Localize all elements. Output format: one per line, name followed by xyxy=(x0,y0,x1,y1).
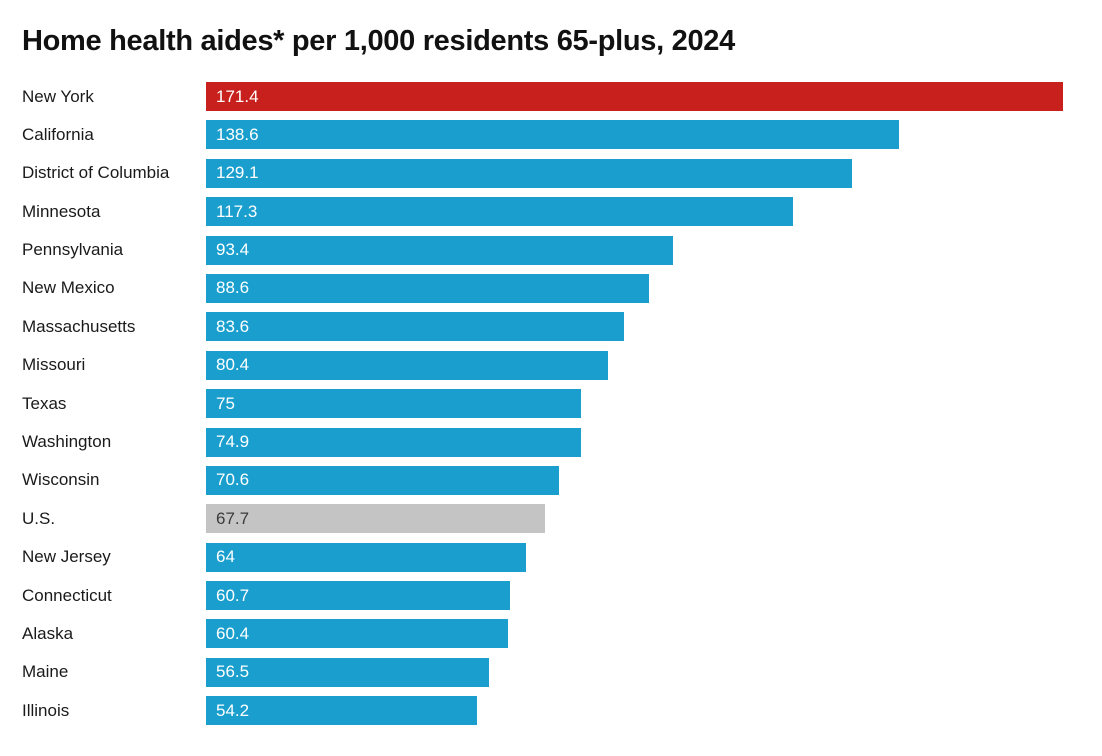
category-label: New Mexico xyxy=(22,278,115,298)
chart-row: Alaska 60.4 xyxy=(0,619,1102,649)
chart-row: Wisconsin 70.6 xyxy=(0,465,1102,495)
value-label: 138.6 xyxy=(216,124,259,144)
bar: 70.6 xyxy=(206,465,559,495)
chart-row: New York 171.4 xyxy=(0,82,1102,111)
chart-row: Connecticut 60.7 xyxy=(0,581,1102,611)
bar-chart: New York 171.4 California 138.6 District… xyxy=(0,82,1102,726)
bar: 93.4 xyxy=(206,235,673,265)
bar: 75 xyxy=(206,389,581,419)
value-label: 80.4 xyxy=(216,355,250,375)
value-label: 88.6 xyxy=(216,278,250,298)
bar: 54.2 xyxy=(206,696,477,726)
chart-row: New Mexico 88.6 xyxy=(0,273,1102,303)
value-label: 64 xyxy=(216,547,235,567)
category-label: District of Columbia xyxy=(22,163,170,183)
category-label: Wisconsin xyxy=(22,470,100,490)
value-label: 83.6 xyxy=(216,316,250,336)
bar: 60.4 xyxy=(206,619,508,649)
category-label: Massachusetts xyxy=(22,316,136,336)
category-label: Connecticut xyxy=(22,585,112,605)
category-label: Alaska xyxy=(22,623,74,643)
chart-row: Illinois 54.2 xyxy=(0,696,1102,726)
chart-row: District of Columbia 129.1 xyxy=(0,158,1102,188)
chart-row: Minnesota 117.3 xyxy=(0,197,1102,227)
category-label: U.S. xyxy=(22,508,56,528)
category-label: Pennsylvania xyxy=(22,240,124,260)
bar: 64 xyxy=(206,542,526,572)
category-label: California xyxy=(22,124,94,144)
bar: 171.4 xyxy=(206,82,1063,111)
chart-row: New Jersey 64 xyxy=(0,542,1102,572)
bar: 56.5 xyxy=(206,657,489,687)
category-label: Minnesota xyxy=(22,201,101,221)
value-label: 54.2 xyxy=(216,700,250,720)
bar: 83.6 xyxy=(206,312,624,342)
value-label: 74.9 xyxy=(216,432,250,452)
chart-row: U.S. 67.7 xyxy=(0,504,1102,534)
value-label: 171.4 xyxy=(216,86,259,106)
bar: 129.1 xyxy=(206,158,852,188)
category-label: New Jersey xyxy=(22,547,111,567)
category-label: Missouri xyxy=(22,355,86,375)
category-label: Washington xyxy=(22,432,112,452)
chart-row: Massachusetts 83.6 xyxy=(0,312,1102,342)
value-label: 129.1 xyxy=(216,163,259,183)
bar: 67.7 xyxy=(206,504,545,534)
value-label: 67.7 xyxy=(216,508,250,528)
bar: 80.4 xyxy=(206,350,608,380)
chart-row: Pennsylvania 93.4 xyxy=(0,235,1102,265)
value-label: 56.5 xyxy=(216,662,250,682)
chart-row: Washington 74.9 xyxy=(0,427,1102,457)
category-label: Maine xyxy=(22,662,69,682)
category-label: Texas xyxy=(22,393,67,413)
value-label: 93.4 xyxy=(216,240,250,260)
bar: 117.3 xyxy=(206,197,793,227)
chart-row: Texas 75 xyxy=(0,389,1102,419)
chart-title: Home health aides* per 1,000 residents 6… xyxy=(22,25,735,57)
chart-row: Maine 56.5 xyxy=(0,657,1102,687)
bar: 60.7 xyxy=(206,581,510,611)
value-label: 60.7 xyxy=(216,585,250,605)
category-label: New York xyxy=(22,86,94,106)
value-label: 60.4 xyxy=(216,623,250,643)
value-label: 75 xyxy=(216,393,235,413)
bar: 138.6 xyxy=(206,120,899,150)
bar: 88.6 xyxy=(206,273,649,303)
chart-row: Missouri 80.4 xyxy=(0,350,1102,380)
category-label: Illinois xyxy=(22,700,70,720)
chart-row: California 138.6 xyxy=(0,120,1102,150)
value-label: 117.3 xyxy=(216,201,258,221)
bar: 74.9 xyxy=(206,427,581,457)
value-label: 70.6 xyxy=(216,470,250,490)
